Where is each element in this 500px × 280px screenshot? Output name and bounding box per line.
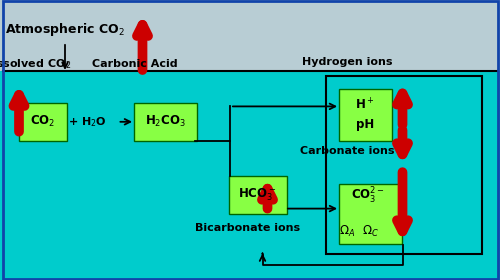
Text: CO$_2$: CO$_2$ <box>30 114 55 129</box>
Text: Carbonic Acid: Carbonic Acid <box>92 59 178 69</box>
Text: pH: pH <box>356 118 374 131</box>
Text: CO$_3^{2-}$: CO$_3^{2-}$ <box>350 186 384 206</box>
Text: H$^+$: H$^+$ <box>355 97 375 113</box>
FancyBboxPatch shape <box>134 103 196 141</box>
FancyBboxPatch shape <box>338 89 392 141</box>
Text: $\Omega_A$  $\Omega_C$: $\Omega_A$ $\Omega_C$ <box>339 223 379 239</box>
Text: HCO$_3^-$: HCO$_3^-$ <box>238 186 277 203</box>
Bar <box>0 0 500 71</box>
Text: Dissolved CO$_2$: Dissolved CO$_2$ <box>0 57 72 71</box>
Bar <box>0 71 500 280</box>
Text: Carbonate ions: Carbonate ions <box>300 146 395 156</box>
FancyBboxPatch shape <box>338 184 402 244</box>
Text: Bicarbonate ions: Bicarbonate ions <box>195 223 300 233</box>
Text: Atmospheric CO$_2$: Atmospheric CO$_2$ <box>5 21 125 38</box>
FancyBboxPatch shape <box>18 103 66 141</box>
Text: Hydrogen ions: Hydrogen ions <box>302 57 393 67</box>
FancyBboxPatch shape <box>228 176 286 214</box>
Text: + H$_2$O: + H$_2$O <box>68 115 107 129</box>
Text: H$_2$CO$_3$: H$_2$CO$_3$ <box>144 114 186 129</box>
